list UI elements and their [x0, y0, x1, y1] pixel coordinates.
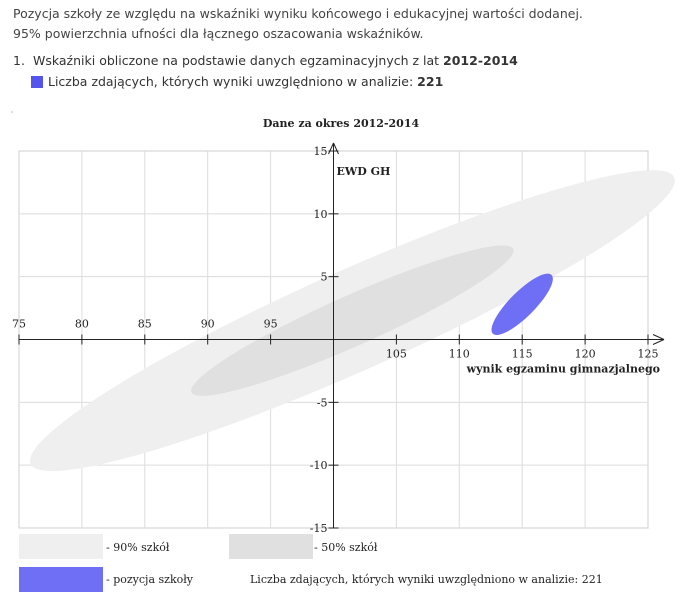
legend-swatch — [19, 567, 103, 592]
y-axis-label: EWD GH — [337, 165, 391, 178]
list-years: 2012-2014 — [443, 53, 518, 68]
count-value: 221 — [417, 74, 444, 89]
y-tick-label: 10 — [314, 208, 328, 221]
x-tick-label: 75 — [12, 318, 26, 331]
footer-count-note: Liczba zdających, których wyniki uwzględ… — [250, 573, 603, 586]
small-mark: ʾ — [11, 110, 14, 119]
count-legend-row: Liczba zdających, których wyniki uwzględ… — [31, 74, 443, 89]
intro-text: Pozycja szkoły ze względu na wskaźniki w… — [13, 4, 583, 44]
x-tick-label: 80 — [75, 318, 89, 331]
school-position — [491, 273, 553, 335]
count-text: Liczba zdających, których wyniki uwzględ… — [48, 74, 414, 89]
x-tick-label: 120 — [575, 348, 596, 361]
school-color-swatch — [31, 75, 43, 88]
y-tick-label: -10 — [310, 459, 328, 472]
y-tick-label: 15 — [314, 145, 328, 158]
region-50 — [191, 245, 514, 396]
intro-line-2: 95% powierzchnia ufności dla łącznego os… — [13, 26, 424, 41]
list-text: Wskaźniki obliczone na podstawie danych … — [33, 53, 444, 68]
indicator-list-item: 1. Wskaźniki obliczone na podstawie danyc… — [13, 53, 518, 68]
x-tick-label: 110 — [449, 348, 470, 361]
intro-line-1: Pozycja szkoły ze względu na wskaźniki w… — [13, 6, 583, 21]
x-axis-arrow — [652, 334, 665, 345]
legend-label: - pozycja szkoły — [106, 573, 194, 586]
legend-label: - 50% szkół — [314, 541, 378, 554]
y-tick-label: -15 — [310, 522, 328, 535]
chart-title: Dane za okres 2012-2014 — [263, 117, 420, 130]
list-number: 1. — [13, 53, 25, 68]
x-axis-label: wynik egzaminu gimnazjalnego — [466, 363, 660, 376]
y-tick-label: 5 — [321, 271, 328, 284]
legend-swatch — [19, 534, 103, 559]
x-tick-label: 125 — [638, 348, 659, 361]
x-tick-label: 115 — [512, 348, 533, 361]
legend-swatch — [229, 534, 313, 559]
x-tick-label: 85 — [138, 318, 152, 331]
x-tick-label: 105 — [386, 348, 407, 361]
legend-label: - 90% szkół — [106, 541, 170, 554]
x-tick-label: 90 — [201, 318, 215, 331]
x-tick-label: 95 — [264, 318, 278, 331]
y-tick-label: -5 — [317, 396, 328, 409]
y-axis-arrow — [328, 142, 339, 155]
